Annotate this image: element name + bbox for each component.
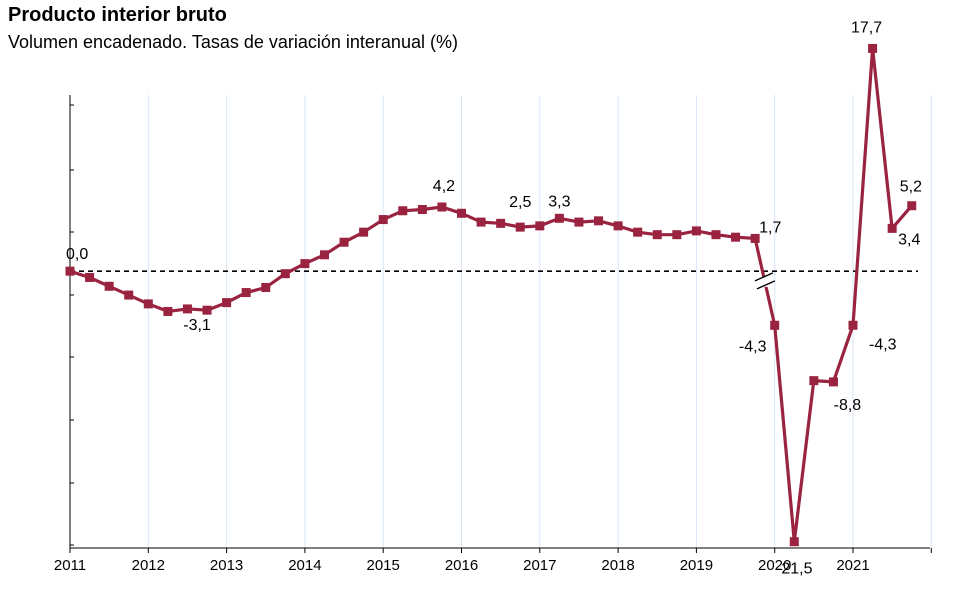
data-point [378,215,388,225]
data-label: 4,2 [433,178,455,195]
x-tick-labels: 2011 2012 2013 2014 2015 2016 2017 2018 2019 2020… [54,557,870,574]
data-label: 3,3 [548,193,570,210]
data-point [202,305,212,315]
data-point [476,217,486,227]
data-point [417,205,427,215]
data-point [300,259,310,269]
data-point [672,230,682,240]
data-label: 5,2 [900,179,922,196]
series-line [69,46,913,544]
data-point [770,320,780,330]
data-label: 2,5 [509,194,531,211]
data-point [633,227,643,237]
data-point [515,222,525,232]
x-tick-label: 2018 [601,557,634,574]
data-point [85,272,95,282]
data-label: -4,3 [869,336,897,353]
data-point [652,230,662,240]
x-tick-label: 2021 [836,557,869,574]
x-tick-label: 2014 [288,557,321,574]
data-label: -21,5 [776,561,813,578]
data-point [731,232,741,242]
x-tick-label: 2019 [680,557,713,574]
data-point [124,290,134,300]
data-point [163,306,173,316]
data-point [241,288,251,298]
data-label: -4,3 [739,338,767,355]
data-point [222,298,232,308]
series-line [69,46,913,544]
data-point [398,206,408,216]
data-point [887,223,897,233]
data-point [280,269,290,279]
data-point [907,201,917,211]
data-point [437,202,447,212]
data-point [789,537,799,547]
data-point [319,250,329,260]
data-label: -3,1 [183,317,211,334]
data-point [496,218,506,228]
data-point [828,377,838,387]
data-labels: 0,0 -3,1 4,2 2,5 3,3 1,7 -4,3 -21,5 -8,8 -4,3 17,7… [66,19,922,577]
chart-title: Producto interior bruto [8,4,227,26]
x-tick-label: 2015 [367,557,400,574]
data-point [535,221,545,231]
data-label: 17,7 [851,19,882,36]
data-point [868,43,878,53]
data-label: -8,8 [834,397,862,414]
data-point [339,237,349,247]
data-point [574,217,584,227]
x-tick-label: 2020 [758,557,791,574]
data-point [711,230,721,240]
axis-break-mark [756,280,776,290]
data-point [261,283,271,293]
data-point [104,281,114,291]
x-tick-label: 2017 [523,557,556,574]
chart-subtitle: Volumen encadenado. Tasas de variación i… [8,32,458,52]
x-tick-label: 2012 [132,557,165,574]
series-markers [65,43,917,547]
data-point [848,320,858,330]
data-label: 3,4 [898,231,920,248]
data-point [809,376,819,386]
data-point [182,304,192,314]
data-point [594,216,604,226]
x-tick-label: 2011 [54,557,86,574]
x-tick-label: 2016 [445,557,478,574]
axis-break-mark [754,272,774,282]
axes [69,95,932,553]
data-point [457,208,466,218]
data-point [554,213,564,223]
data-label: 1,7 [759,219,781,236]
axis-break-gap [758,276,771,287]
data-point [359,227,369,237]
data-point [143,299,153,309]
gridlines [147,95,932,548]
x-tick-label: 2013 [210,557,243,574]
data-point [750,233,760,243]
data-point [613,221,623,231]
data-label: 0,0 [66,246,88,263]
data-point [691,226,701,236]
data-point [65,266,75,276]
